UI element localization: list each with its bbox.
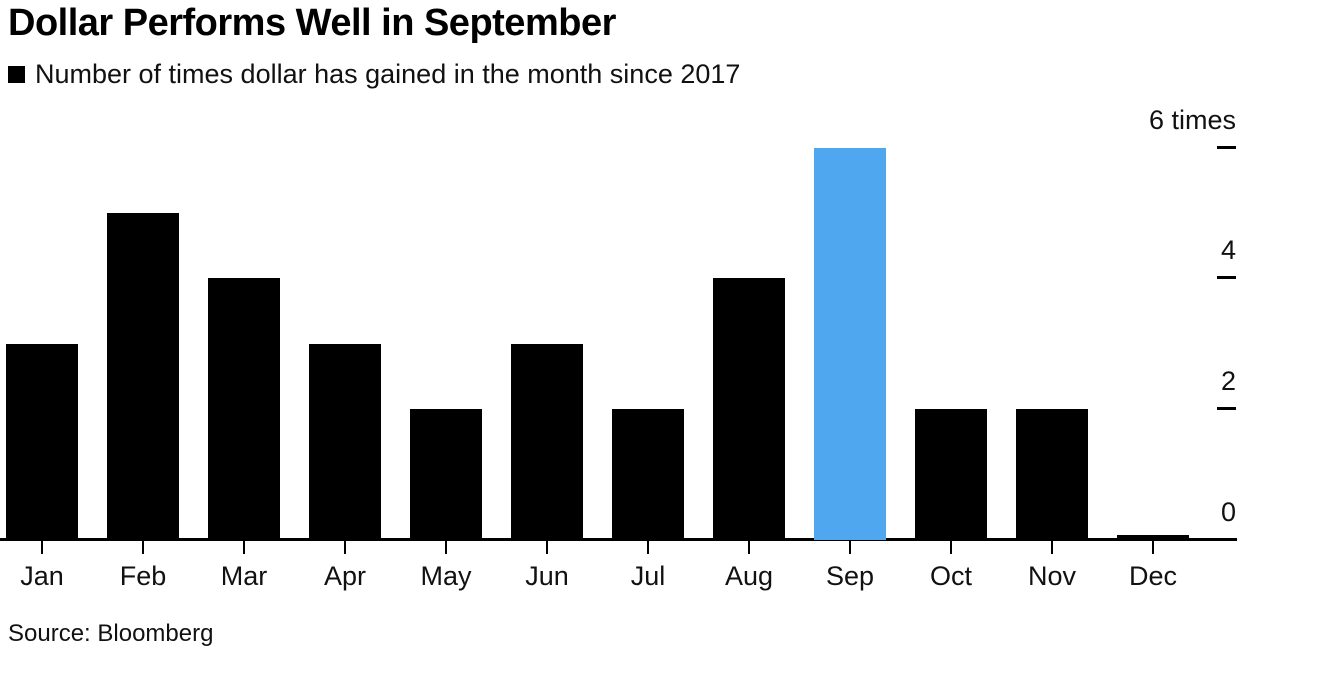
bar-jun	[511, 344, 583, 540]
x-label-jul: Jul	[630, 561, 666, 591]
x-label-mar: Mar	[220, 561, 268, 591]
bar-dec	[1117, 535, 1189, 540]
x-label-sep: Sep	[825, 561, 875, 591]
chart-title: Dollar Performs Well in September	[8, 2, 616, 44]
bar-apr	[309, 344, 381, 540]
x-label-dec: Dec	[1128, 561, 1177, 591]
legend-label: Number of times dollar has gained in the…	[35, 59, 741, 89]
bar-jul	[612, 409, 684, 540]
y-tick-2	[1217, 407, 1236, 410]
x-label-aug: Aug	[724, 561, 774, 591]
source-note: Source: Bloomberg	[8, 620, 214, 647]
y-label-2: 2	[1220, 366, 1236, 396]
x-tick-feb	[142, 541, 144, 554]
y-label-6: 6 times	[1148, 105, 1236, 135]
x-tick-jul	[647, 541, 649, 554]
x-label-apr: Apr	[323, 561, 367, 591]
x-tick-nov	[1051, 541, 1053, 554]
bar-aug	[713, 278, 785, 540]
x-label-feb: Feb	[119, 561, 167, 591]
x-tick-oct	[950, 541, 952, 554]
bar-may	[410, 409, 482, 540]
y-label-0: 0	[1220, 497, 1236, 527]
bar-jan	[6, 344, 78, 540]
bar-nov	[1016, 409, 1088, 540]
x-label-oct: Oct	[929, 561, 972, 591]
bar-sep	[814, 148, 886, 540]
legend-swatch-icon	[8, 66, 25, 83]
y-label-4: 4	[1220, 235, 1236, 265]
chart-legend: Number of times dollar has gained in the…	[8, 59, 740, 90]
x-tick-jan	[41, 541, 43, 554]
x-tick-aug	[748, 541, 750, 554]
x-label-nov: Nov	[1027, 561, 1076, 591]
x-label-jan: Jan	[20, 561, 64, 591]
y-tick-6	[1217, 146, 1236, 149]
x-label-jun: Jun	[525, 561, 569, 591]
bar-mar	[208, 278, 280, 540]
x-tick-dec	[1152, 541, 1154, 554]
x-tick-may	[445, 541, 447, 554]
bar-feb	[107, 213, 179, 540]
x-tick-apr	[344, 541, 346, 554]
x-tick-jun	[546, 541, 548, 554]
y-tick-4	[1217, 276, 1236, 279]
bar-oct	[915, 409, 987, 540]
x-tick-sep	[849, 541, 851, 554]
x-tick-mar	[243, 541, 245, 554]
x-label-may: May	[420, 561, 472, 591]
